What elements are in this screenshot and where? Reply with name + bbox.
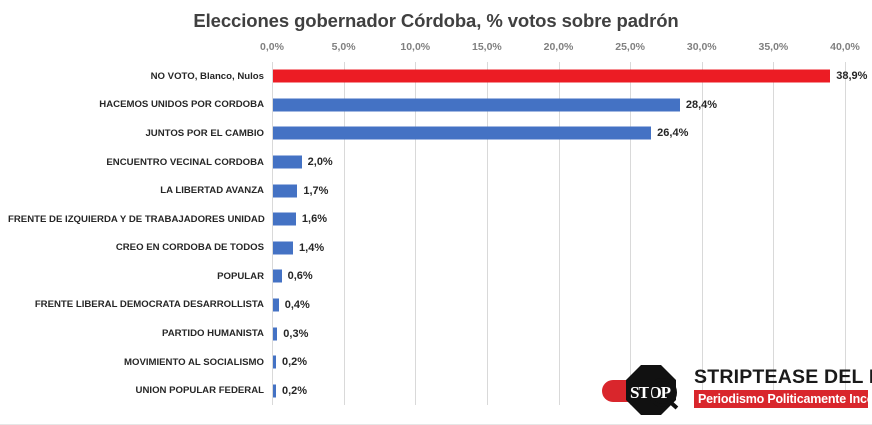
bar-row: NO VOTO, Blanco, Nulos 38,9% — [0, 62, 872, 91]
bar — [273, 184, 298, 198]
bar-row: HACEMOS UNIDOS POR CORDOBA 28,4% — [0, 91, 872, 120]
bar — [273, 327, 278, 341]
gridline — [343, 62, 345, 405]
bar-value-label: 1,4% — [299, 241, 325, 254]
category-label: FRENTE DE IZQUIERDA Y DE TRABAJADORES UN… — [8, 213, 265, 225]
category-label: UNION POPULAR FEDERAL — [135, 385, 264, 397]
category-label: LA LIBERTAD AVANZA — [160, 185, 264, 197]
gridline — [486, 62, 488, 405]
x-axis-tick: 5,0% — [331, 41, 356, 53]
category-label: HACEMOS UNIDOS POR CORDOBA — [99, 99, 264, 111]
stop-badge-icon: STOP — [602, 364, 694, 416]
gridline — [558, 62, 560, 405]
bar-value-label: 0,4% — [284, 298, 310, 311]
gridline — [773, 62, 775, 405]
brand-tagline: Periodismo Politicamente Incorrecto — [698, 392, 872, 406]
category-label: NO VOTO, Blanco, Nulos — [150, 70, 264, 82]
bar-value-label: 0,2% — [282, 384, 308, 397]
gridline — [845, 62, 846, 405]
bar-value-label: 1,6% — [301, 213, 327, 226]
x-axis-tick: 0,0% — [260, 41, 284, 53]
category-label: MOVIMIENTO AL SOCIALISMO — [123, 356, 264, 368]
bar — [273, 155, 302, 169]
x-axis-tick: 30,0% — [686, 41, 717, 53]
category-label: ENCUENTRO VECINAL CORDOBA — [106, 156, 264, 168]
gridline — [701, 62, 703, 405]
x-axis-tick: 10,0% — [400, 41, 431, 53]
bar-value-label: 28,4% — [685, 98, 718, 111]
bar-value-label: 2,0% — [307, 156, 333, 169]
brand-tagline-banner: Periodismo Politicamente Incorrecto — [694, 390, 872, 408]
bar — [273, 98, 680, 112]
x-axis-tick: 25,0% — [615, 41, 646, 53]
bar — [273, 126, 652, 140]
bar-rows: NO VOTO, Blanco, Nulos 38,9% HACEMOS UNIDO… — [0, 62, 872, 405]
magnifier-icon — [648, 378, 677, 407]
x-axis-tick: 20,0% — [543, 41, 574, 53]
bar-value-label: 0,6% — [287, 270, 313, 283]
bar-row: UNION POPULAR FEDERAL 0,2% — [0, 376, 872, 405]
bar-value-label: 0,2% — [282, 356, 308, 369]
bar — [273, 269, 282, 283]
x-axis-tick: 35,0% — [758, 41, 789, 53]
x-axis-tick: 15,0% — [471, 41, 502, 53]
chart-title: Elecciones gobernador Córdoba, % votos s… — [193, 10, 679, 31]
category-label: FRENTE LIBERAL DEMOCRATA DESARROLLISTA — [34, 299, 264, 311]
category-label: JUNTOS POR EL CAMBIO — [145, 127, 264, 139]
bar — [273, 241, 294, 255]
bar-value-label: 26,4% — [657, 127, 689, 140]
bar-row: ENCUENTRO VECINAL CORDOBA 2,0% — [0, 148, 872, 177]
category-label: PARTIDO HUMANISTA — [162, 328, 264, 340]
bar-row: PARTIDO HUMANISTA 0,3% — [0, 319, 872, 348]
bar — [273, 298, 279, 312]
gridline — [630, 62, 632, 405]
bar-row: LA LIBERTAD AVANZA 1,7% — [0, 176, 872, 205]
plot-area — [272, 62, 846, 405]
brand-name: STRIPTEASE DEL PODER — [694, 366, 872, 388]
bar — [273, 212, 296, 226]
x-axis-tick: 40,0% — [830, 41, 860, 53]
bar — [273, 355, 276, 369]
bar-value-label: 1,7% — [303, 184, 329, 197]
category-label: POPULAR — [217, 270, 264, 282]
bar-row: FRENTE LIBERAL DEMOCRATA DESARROLLISTA 0,… — [0, 291, 872, 320]
bar-row: CREO EN CORDOBA DE TODOS 1,4% — [0, 234, 872, 263]
bar — [273, 384, 276, 398]
x-axis-tick-labels: 0,0% 5,0% 10,0% 15,0% 20,0% 25,0% 30,0% 35,0% 40… — [0, 41, 872, 57]
bar — [273, 69, 831, 83]
bar-row: JUNTOS POR EL CAMBIO 26,4% — [0, 119, 872, 148]
bar-row: MOVIMIENTO AL SOCIALISMO 0,2% — [0, 348, 872, 377]
value-axis-line — [272, 62, 273, 405]
gridline — [415, 62, 417, 405]
watermark-logo: STOP STRIPTEASE DEL PODER Periodismo Pol… — [602, 358, 872, 420]
bar-value-label: 0,3% — [283, 327, 309, 340]
bar-row: POPULAR 0,6% — [0, 262, 872, 291]
category-label: CREO EN CORDOBA DE TODOS — [115, 242, 264, 254]
bar-value-label: 38,9% — [836, 70, 868, 83]
bar-row: FRENTE DE IZQUIERDA Y DE TRABAJADORES UN… — [0, 205, 872, 234]
